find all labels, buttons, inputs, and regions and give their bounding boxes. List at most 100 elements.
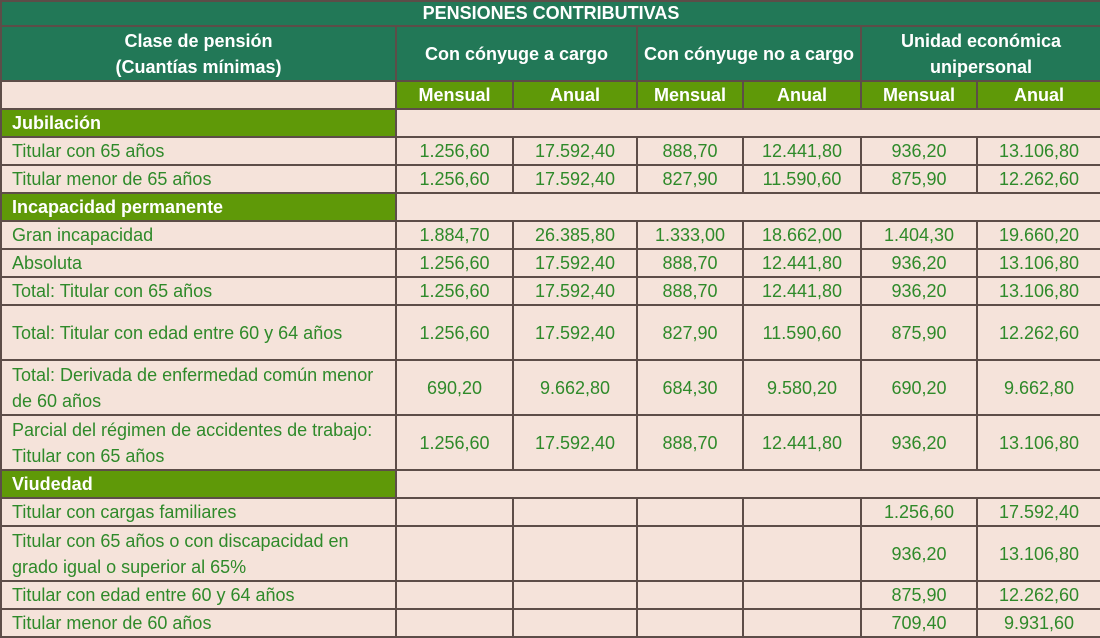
- cell-mensual: [395, 497, 514, 527]
- table-row: Gran incapacidad 1.884,70 26.385,80 1.333,0…: [0, 220, 1100, 250]
- cell-mensual: [636, 608, 744, 638]
- cell-anual: 12.262,60: [975, 304, 1100, 361]
- cell-mensual: [395, 608, 514, 638]
- section-fill: [394, 192, 1100, 222]
- cell-mensual: 1.256,60: [395, 304, 514, 361]
- section-fill: [394, 108, 1100, 138]
- subheader-anual: Anual: [975, 80, 1100, 110]
- cell-anual: 11.590,60: [742, 304, 862, 361]
- cell-mensual: [395, 580, 514, 610]
- table-row: Total: Titular con edad entre 60 y 64 añ…: [0, 304, 1100, 361]
- cell-mensual: 936,20: [860, 276, 978, 306]
- cell-anual: 13.106,80: [975, 525, 1100, 582]
- cell-anual: 18.662,00: [742, 220, 862, 250]
- header-con-conyuge: Con cónyuge a cargo: [395, 25, 638, 82]
- cell-anual: 9.662,80: [512, 359, 638, 416]
- subheader-anual: Anual: [512, 80, 638, 110]
- cell-anual: 12.441,80: [742, 276, 862, 306]
- cell-mensual: 875,90: [860, 580, 978, 610]
- row-label: Total: Titular con edad entre 60 y 64 añ…: [0, 304, 397, 361]
- section-fill: [394, 469, 1100, 499]
- row-label: Gran incapacidad: [0, 220, 397, 250]
- table-row: Titular con cargas familiares 1.256,60 17.…: [0, 497, 1100, 527]
- table-row: Total: Derivada de enfermedad común meno…: [0, 359, 1100, 416]
- cell-mensual: 1.256,60: [395, 136, 514, 166]
- header-clase-line2: (Cuantías mínimas): [115, 56, 282, 77]
- cell-anual: 17.592,40: [512, 304, 638, 361]
- subheader-mensual: Mensual: [395, 80, 514, 110]
- row-label: Titular menor de 60 años: [0, 608, 397, 638]
- cell-mensual: 875,90: [860, 304, 978, 361]
- cell-mensual: 888,70: [636, 276, 744, 306]
- cell-mensual: 709,40: [860, 608, 978, 638]
- section-row: Incapacidad permanente: [0, 192, 1100, 222]
- cell-mensual: 1.884,70: [395, 220, 514, 250]
- cell-anual: 17.592,40: [975, 497, 1100, 527]
- cell-mensual: 690,20: [860, 359, 978, 416]
- cell-mensual: 936,20: [860, 136, 978, 166]
- cell-anual: 12.441,80: [742, 414, 862, 471]
- cell-mensual: [636, 497, 744, 527]
- section-row: Viudedad: [0, 469, 1100, 499]
- cell-anual: 17.592,40: [512, 136, 638, 166]
- cell-mensual: 690,20: [395, 359, 514, 416]
- cell-anual: 13.106,80: [975, 248, 1100, 278]
- table-row: Titular con 65 años 1.256,60 17.592,40 888,…: [0, 136, 1100, 166]
- cell-mensual: [636, 580, 744, 610]
- table-row: Parcial del régimen de accidentes de tra…: [0, 414, 1100, 471]
- table-row: Total: Titular con 65 años 1.256,60 17.592…: [0, 276, 1100, 306]
- cell-mensual: 1.256,60: [395, 276, 514, 306]
- cell-anual: 13.106,80: [975, 136, 1100, 166]
- cell-mensual: 936,20: [860, 525, 978, 582]
- cell-mensual: 936,20: [860, 414, 978, 471]
- section-title: Viudedad: [0, 469, 397, 499]
- table-row: Titular menor de 60 años 709,40 9.931,60: [0, 608, 1100, 638]
- cell-anual: [512, 525, 638, 582]
- cell-mensual: [395, 525, 514, 582]
- cell-anual: 12.262,60: [975, 580, 1100, 610]
- header-blank: [0, 80, 397, 110]
- table-body: Jubilación Titular con 65 años 1.256,60 17.…: [0, 108, 1100, 638]
- cell-mensual: 1.256,60: [395, 414, 514, 471]
- section-title: Jubilación: [0, 108, 397, 138]
- subheader-mensual: Mensual: [860, 80, 978, 110]
- table-title: PENSIONES CONTRIBUTIVAS: [0, 0, 1100, 27]
- cell-anual: 11.590,60: [742, 164, 862, 194]
- row-label: Total: Derivada de enfermedad común meno…: [0, 359, 397, 416]
- cell-anual: 26.385,80: [512, 220, 638, 250]
- cell-mensual: 888,70: [636, 248, 744, 278]
- subheader-anual: Anual: [742, 80, 862, 110]
- cell-anual: [742, 525, 862, 582]
- cell-anual: [512, 580, 638, 610]
- table-row: Titular menor de 65 años 1.256,60 17.592,4…: [0, 164, 1100, 194]
- cell-mensual: 888,70: [636, 136, 744, 166]
- row-label: Titular con 65 años: [0, 136, 397, 166]
- row-label: Absoluta: [0, 248, 397, 278]
- cell-anual: [512, 497, 638, 527]
- cell-anual: 9.931,60: [975, 608, 1100, 638]
- cell-mensual: 827,90: [636, 164, 744, 194]
- cell-anual: [742, 608, 862, 638]
- cell-mensual: [636, 525, 744, 582]
- cell-mensual: 888,70: [636, 414, 744, 471]
- cell-anual: [512, 608, 638, 638]
- cell-mensual: 1.404,30: [860, 220, 978, 250]
- cell-mensual: 827,90: [636, 304, 744, 361]
- cell-anual: 17.592,40: [512, 414, 638, 471]
- cell-anual: [742, 497, 862, 527]
- cell-anual: 9.580,20: [742, 359, 862, 416]
- header-clase: Clase de pensión (Cuantías mínimas): [0, 25, 397, 82]
- cell-mensual: 1.256,60: [395, 248, 514, 278]
- row-label: Titular con 65 años o con discapacidad e…: [0, 525, 397, 582]
- cell-anual: 12.441,80: [742, 248, 862, 278]
- cell-anual: 17.592,40: [512, 248, 638, 278]
- cell-mensual: 875,90: [860, 164, 978, 194]
- cell-mensual: 1.333,00: [636, 220, 744, 250]
- table-row: Absoluta 1.256,60 17.592,40 888,70 12.441,80…: [0, 248, 1100, 278]
- cell-mensual: 936,20: [860, 248, 978, 278]
- table-row: Titular con edad entre 60 y 64 años 875,9…: [0, 580, 1100, 610]
- cell-anual: 9.662,80: [975, 359, 1100, 416]
- cell-anual: [742, 580, 862, 610]
- cell-anual: 17.592,40: [512, 164, 638, 194]
